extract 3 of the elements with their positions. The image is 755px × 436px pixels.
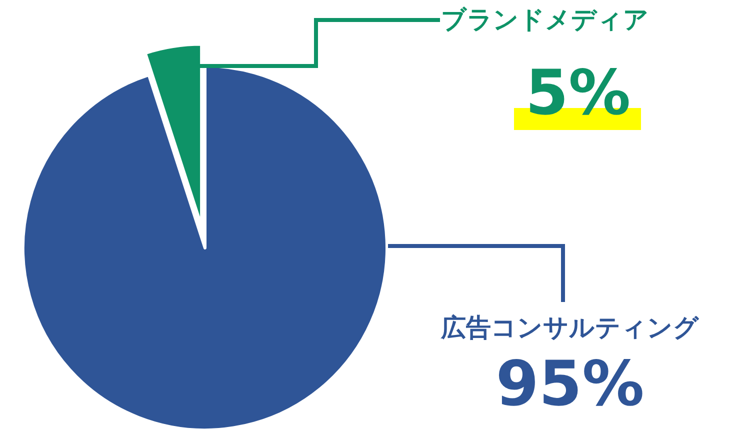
slice-label: ブランドメディア (441, 5, 649, 34)
data-label: 95% (496, 347, 644, 420)
slice-label: 広告コンサルティング (440, 313, 700, 342)
